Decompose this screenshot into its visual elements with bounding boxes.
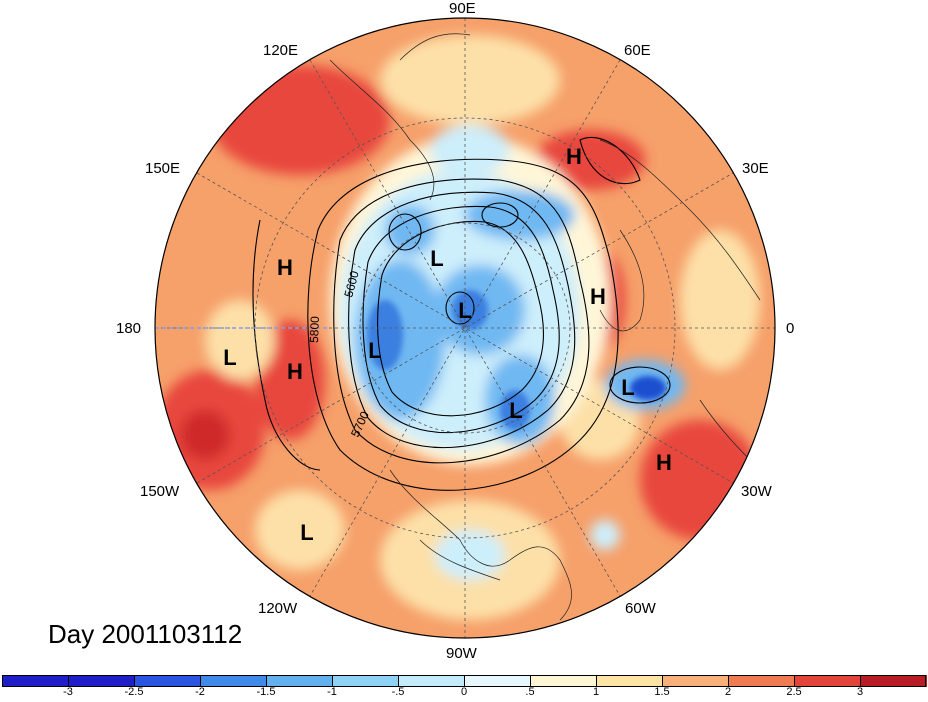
colorbar-segment xyxy=(728,675,795,687)
colorbar-separator xyxy=(68,675,69,687)
high-pressure-marker: H xyxy=(287,359,303,384)
colorbar-segment xyxy=(332,675,399,687)
low-pressure-marker: L xyxy=(621,375,634,400)
colorbar-tick-label: -1.5 xyxy=(256,686,276,698)
low-pressure-marker: L xyxy=(223,345,236,370)
colorbar-separator xyxy=(860,675,861,687)
longitude-label-150w: 150W xyxy=(140,483,180,500)
low-pressure-marker: L xyxy=(458,298,471,323)
colorbar-tick-label: 2.5 xyxy=(786,686,802,698)
colorbar-separator xyxy=(332,675,333,687)
longitude-label-120w: 120W xyxy=(258,600,298,617)
colorbar-segment xyxy=(794,675,861,687)
colorbar-segment xyxy=(200,675,267,687)
colorbar-separator xyxy=(200,675,201,687)
high-pressure-marker: H xyxy=(277,255,293,280)
colorbar-tick-label: -2 xyxy=(195,686,205,698)
anomaly-field xyxy=(155,18,775,638)
colorbar-separator xyxy=(134,675,135,687)
longitude-label-180: 180 xyxy=(116,320,142,337)
colorbar-tick-label: .5 xyxy=(525,686,535,698)
longitude-label-90w: 90W xyxy=(446,645,477,662)
low-pressure-marker: L xyxy=(509,398,522,423)
longitude-label-60e: 60E xyxy=(624,42,651,59)
colorbar-segment xyxy=(596,675,663,687)
colorbar-segment xyxy=(266,675,333,687)
colorbar-tick-label: -2.5 xyxy=(124,686,144,698)
low-pressure-marker: L xyxy=(430,246,443,271)
low-pressure-marker: L xyxy=(300,520,313,545)
colorbar-separator xyxy=(398,675,399,687)
graticule xyxy=(155,18,775,638)
colorbar-tick-label: 1.5 xyxy=(654,686,670,698)
colorbar-segment xyxy=(2,675,69,687)
high-pressure-marker: H xyxy=(590,284,606,309)
height-contours xyxy=(252,136,671,491)
longitude-label-120e: 120E xyxy=(263,42,299,59)
colorbar-separator xyxy=(266,675,267,687)
colorbar-separator xyxy=(596,675,597,687)
contour-label-5800: 5800 xyxy=(307,316,322,343)
colorbar-separator xyxy=(794,675,795,687)
colorbar-segment xyxy=(398,675,465,687)
colorbar-tick-label: -3 xyxy=(63,686,73,698)
longitude-label-60w: 60W xyxy=(625,600,656,617)
colorbar-segment xyxy=(860,675,927,687)
contour-label-5600: 5600 xyxy=(341,269,362,299)
colorbar-tick-label: 2 xyxy=(724,686,732,698)
colorbar-tick-label: 1 xyxy=(592,686,600,698)
colorbar-segment xyxy=(662,675,729,687)
colorbar-tick-label: 3 xyxy=(856,686,864,698)
high-pressure-marker: H xyxy=(566,144,582,169)
colorbar-segment xyxy=(464,675,531,687)
low-pressure-marker: L xyxy=(368,338,381,363)
longitude-label-150e: 150E xyxy=(145,160,181,177)
coastlines xyxy=(329,33,761,621)
colorbar-separator xyxy=(662,675,663,687)
colorbar-segment xyxy=(530,675,597,687)
colorbar-tick-label: -.5 xyxy=(391,686,405,698)
longitude-label-30w: 30W xyxy=(741,483,772,500)
colorbar-segment xyxy=(134,675,201,687)
day-label: Day 2001103112 xyxy=(48,619,243,649)
colorbar-separator xyxy=(464,675,465,687)
colorbar-segment xyxy=(68,675,135,687)
map-border xyxy=(154,17,776,639)
high-pressure-marker: H xyxy=(656,450,672,475)
colorbar-separator xyxy=(728,675,729,687)
longitude-label-30e: 30E xyxy=(742,160,769,177)
colorbar-separator xyxy=(530,675,531,687)
longitude-label-90e: 90E xyxy=(449,0,476,17)
colorbar-tick-label: -1 xyxy=(327,686,337,698)
longitude-label-0: 0 xyxy=(786,320,795,337)
colorbar-tick-label: 0 xyxy=(460,686,468,698)
